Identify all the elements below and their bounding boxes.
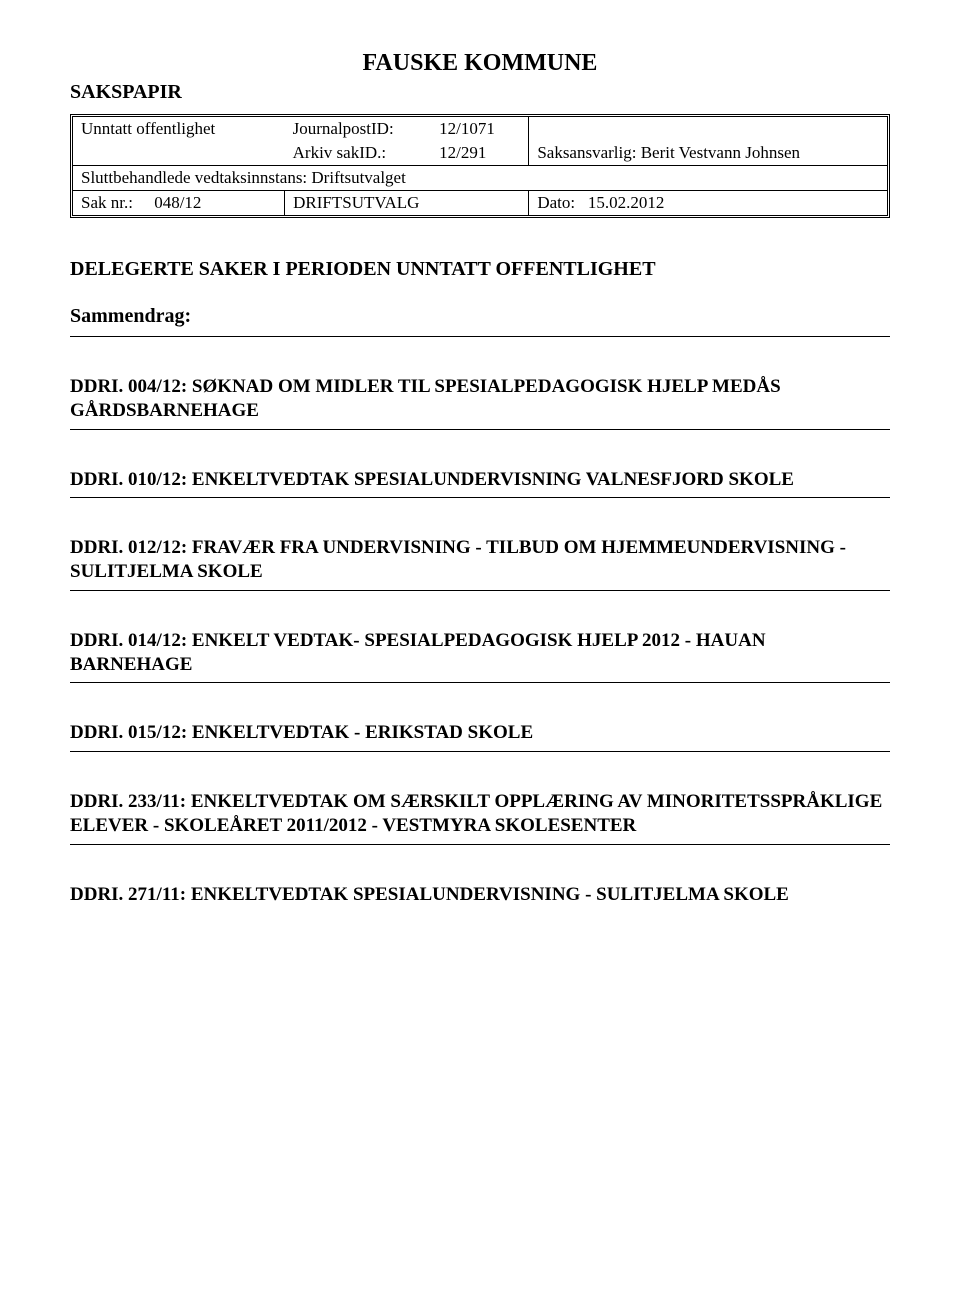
list-item: DDRI. 014/12: ENKELT VEDTAK- SPESIALPEDA… <box>70 629 890 677</box>
list-item: DDRI. 271/11: ENKELTVEDTAK SPESIALUNDERV… <box>70 883 890 907</box>
sak-value: 048/12 <box>154 193 201 212</box>
meta-row-4: Sak nr.: 048/12 DRIFTSUTVALG Dato: 15.02… <box>73 191 887 216</box>
meta-row-1: Unntatt offentlighet JournalpostID: 12/1… <box>73 117 887 141</box>
item-separator <box>70 590 890 591</box>
municipality-title: FAUSKE KOMMUNE <box>70 50 890 77</box>
saksansvarlig-label: Saksansvarlig: <box>537 143 636 162</box>
journal-label: JournalpostID: <box>285 117 432 141</box>
section-title: DELEGERTE SAKER I PERIODEN UNNTATT OFFEN… <box>70 258 890 281</box>
document-type: SAKSPAPIR <box>70 81 890 104</box>
journal-value: 12/1071 <box>431 117 529 141</box>
summary-underline <box>70 336 890 337</box>
meta-empty-2 <box>73 141 285 166</box>
saksansvarlig-value: Berit Vestvann Johnsen <box>641 143 800 162</box>
metadata-table: Unntatt offentlighet JournalpostID: 12/1… <box>73 117 887 215</box>
exempt-label: Unntatt offentlighet <box>73 117 285 141</box>
dato-label: Dato: <box>537 193 575 212</box>
item-separator <box>70 682 890 683</box>
list-item: DDRI. 012/12: FRAVÆR FRA UNDERVISNING - … <box>70 536 890 584</box>
saksansvarlig-cell: Saksansvarlig: Berit Vestvann Johnsen <box>529 141 887 166</box>
sak-label-cell: Sak nr.: 048/12 <box>73 191 285 216</box>
list-item: DDRI. 233/11: ENKELTVEDTAK OM SÆRSKILT O… <box>70 790 890 838</box>
arkiv-value: 12/291 <box>431 141 529 166</box>
list-item: DDRI. 015/12: ENKELTVEDTAK - ERIKSTAD SK… <box>70 721 890 745</box>
sak-label: Sak nr.: <box>81 193 133 212</box>
summary-label: Sammendrag: <box>70 305 890 328</box>
meta-row-3: Sluttbehandlede vedtaksinnstans: Driftsu… <box>73 166 887 191</box>
item-separator <box>70 844 890 845</box>
page-container: FAUSKE KOMMUNE SAKSPAPIR Unntatt offentl… <box>0 0 960 962</box>
metadata-box: Unntatt offentlighet JournalpostID: 12/1… <box>70 114 890 218</box>
item-separator <box>70 429 890 430</box>
slutt-label: Sluttbehandlede vedtaksinnstans: Driftsu… <box>73 166 887 191</box>
arkiv-label: Arkiv sakID.: <box>285 141 432 166</box>
meta-empty-1 <box>529 117 887 141</box>
dato-cell: Dato: 15.02.2012 <box>529 191 887 216</box>
item-separator <box>70 497 890 498</box>
item-separator <box>70 751 890 752</box>
list-item: DDRI. 010/12: ENKELTVEDTAK SPESIALUNDERV… <box>70 468 890 492</box>
meta-row-2: Arkiv sakID.: 12/291 Saksansvarlig: Beri… <box>73 141 887 166</box>
list-item: DDRI. 004/12: SØKNAD OM MIDLER TIL SPESI… <box>70 375 890 423</box>
dato-value: 15.02.2012 <box>588 193 665 212</box>
utvalg-cell: DRIFTSUTVALG <box>285 191 529 216</box>
